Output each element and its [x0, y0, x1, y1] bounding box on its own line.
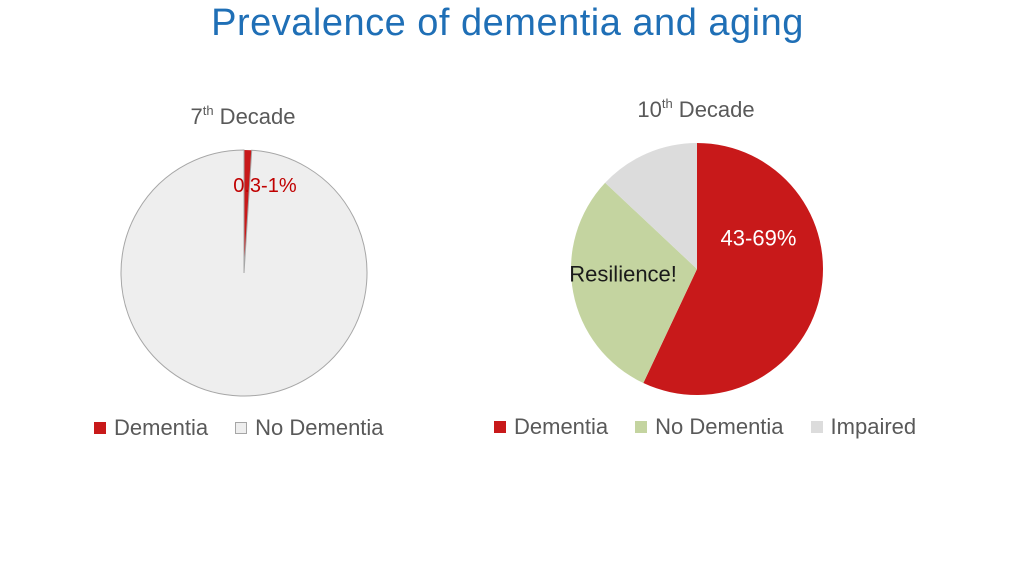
- legend-swatch: [94, 422, 106, 434]
- legend-10th-decade: Dementia No Dementia Impaired: [494, 414, 916, 440]
- chart-title-suffix: th: [661, 96, 673, 111]
- legend-item-dementia: Dementia: [94, 415, 208, 441]
- chart-title-text: Decade: [213, 104, 296, 129]
- legend-item-impaired: Impaired: [810, 414, 917, 440]
- data-label-dementia: 0.3-1%: [233, 175, 297, 197]
- legend-item-no-dementia: No Dementia: [235, 415, 384, 441]
- legend-swatch: [235, 422, 248, 434]
- legend-swatch: [494, 421, 506, 433]
- slide-title: Prevalence of dementia and aging: [211, 2, 804, 44]
- legend-item-dementia: Dementia: [494, 414, 608, 440]
- data-label-dementia: 43-69%: [721, 226, 797, 251]
- legend-label: Dementia: [114, 415, 209, 440]
- chart-title-number: 10: [637, 97, 662, 122]
- legend-item-no-dementia: No Dementia: [635, 414, 784, 440]
- chart-title-number: 7: [190, 104, 203, 129]
- legend-swatch: [810, 421, 823, 433]
- chart-title-suffix: th: [202, 103, 214, 118]
- chart-title-text: Decade: [672, 97, 755, 122]
- data-label-no-dementia: Resilience!: [569, 262, 677, 287]
- legend-label: No Dementia: [255, 415, 384, 440]
- legend-swatch: [635, 421, 648, 433]
- legend-label: No Dementia: [655, 414, 784, 439]
- pie-slice-impaired: [605, 143, 697, 269]
- pie-slice-no-dementia: [571, 182, 697, 384]
- pie-slice-dementia: [643, 143, 823, 395]
- legend-label: Impaired: [830, 414, 917, 439]
- pie-chart-7th-decade: 0.3-1%: [120, 149, 368, 397]
- pie-slice-no-dementia: [120, 149, 368, 397]
- chart-title-7th-decade: 7th Decade: [113, 104, 373, 130]
- chart-title-10th-decade: 10th Decade: [566, 97, 826, 123]
- pie-chart-10th-decade: 43-69% Resilience!: [569, 143, 823, 395]
- legend-label: Dementia: [514, 414, 609, 439]
- legend-7th-decade: Dementia No Dementia: [94, 415, 384, 441]
